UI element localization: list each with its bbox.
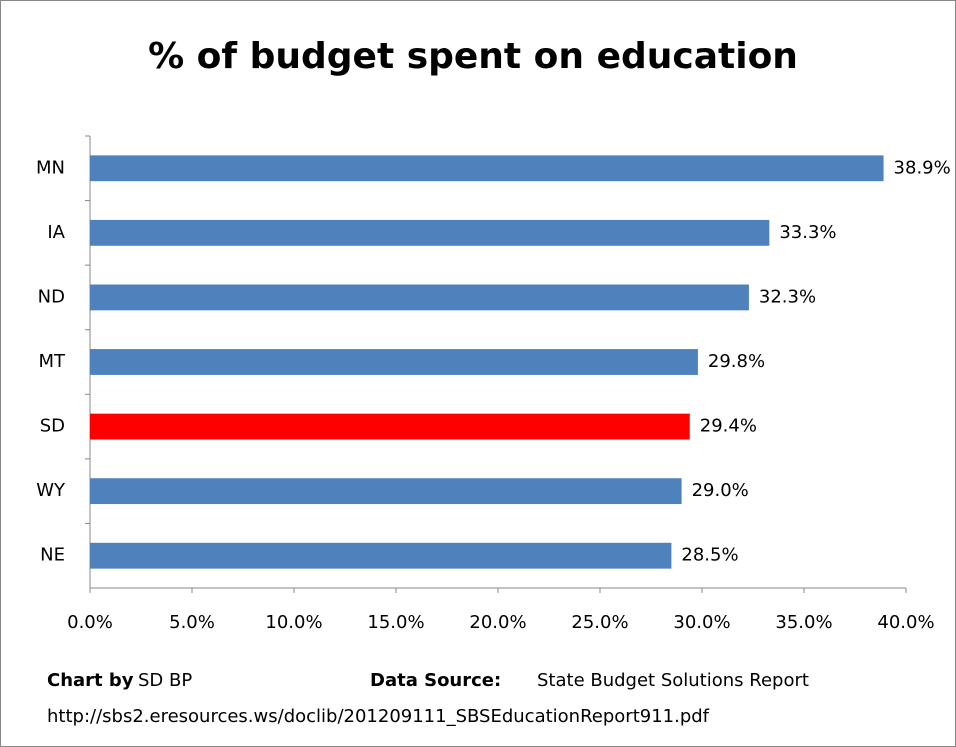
footer-source-label: Data Source: [370, 670, 501, 691]
bar [90, 542, 672, 569]
footer-source: State Budget Solutions Report [537, 670, 809, 691]
chart-title: % of budget spent on education [148, 36, 798, 77]
y-tick-label: IA [47, 222, 65, 243]
x-tick-label: 20.0% [469, 612, 526, 633]
y-tick-label: ND [38, 286, 65, 307]
bar [90, 413, 690, 440]
x-tick-label: 25.0% [571, 612, 628, 633]
value-label: 29.0% [692, 480, 749, 501]
x-tick-label: 10.0% [265, 612, 322, 633]
x-tick-label: 35.0% [775, 612, 832, 633]
footer-credit: SD BP [138, 670, 192, 691]
value-label: 29.8% [708, 351, 765, 372]
y-tick-label: MT [38, 351, 66, 372]
x-tick-label: 40.0% [877, 612, 934, 633]
value-label: 38.9% [894, 157, 951, 178]
footer-credit-label: Chart by [47, 670, 134, 691]
bar [90, 155, 884, 182]
y-tick-label: MN [36, 157, 65, 178]
x-tick-label: 0.0% [67, 612, 113, 633]
value-label: 33.3% [779, 222, 836, 243]
x-tick-label: 5.0% [169, 612, 215, 633]
x-tick-label: 15.0% [367, 612, 424, 633]
value-label: 28.5% [681, 545, 738, 566]
bar [90, 349, 698, 375]
footer-url: http://sbs2.eresources.ws/doclib/2012091… [47, 706, 710, 727]
value-label: 29.4% [700, 416, 757, 437]
y-tick-label: SD [40, 416, 65, 437]
bar [90, 478, 682, 505]
x-tick-label: 30.0% [673, 612, 730, 633]
bar [90, 219, 770, 246]
value-label: 32.3% [759, 286, 816, 307]
y-tick-label: WY [36, 480, 66, 501]
bar [90, 284, 749, 311]
y-tick-label: NE [40, 545, 65, 566]
